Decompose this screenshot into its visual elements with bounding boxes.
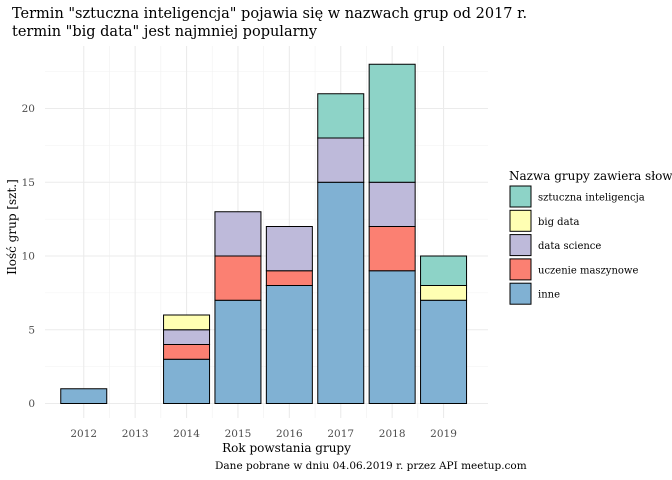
y-tick-label: 20 bbox=[22, 103, 35, 115]
chart-caption: Dane pobrane w dniu 04.06.2019 r. przez … bbox=[215, 460, 527, 472]
bar-segment bbox=[214, 211, 262, 257]
y-tick-label: 0 bbox=[28, 398, 35, 410]
legend-label: inne bbox=[538, 290, 560, 301]
x-tick-label: 2018 bbox=[379, 428, 406, 440]
bar-segment bbox=[163, 314, 211, 331]
legend-key bbox=[509, 185, 532, 208]
chart-title-line-1: Termin "sztuczna inteligencja" pojawia s… bbox=[12, 6, 528, 22]
bar-segment bbox=[214, 299, 262, 404]
bar-segment bbox=[265, 270, 313, 286]
legend-key bbox=[509, 209, 532, 232]
bar-segment bbox=[420, 299, 468, 404]
bar-segment bbox=[368, 63, 416, 183]
legend-key bbox=[509, 234, 532, 257]
bar-segment bbox=[163, 358, 211, 404]
y-tick-label: 10 bbox=[22, 251, 35, 263]
legend-title: Nazwa grupy zawiera słowa: bbox=[509, 169, 672, 183]
chart-title-line-2: termin "big data" jest najmniej popularn… bbox=[12, 24, 318, 40]
x-tick-label: 2012 bbox=[70, 428, 97, 440]
x-tick-label: 2019 bbox=[430, 428, 457, 440]
bar-segment bbox=[265, 226, 313, 272]
bar-segment bbox=[265, 285, 313, 404]
y-tick-label: 5 bbox=[28, 324, 35, 336]
legend-label: big data bbox=[538, 217, 580, 228]
y-tick-label: 15 bbox=[22, 177, 35, 189]
bar-segment bbox=[163, 329, 211, 345]
bar-segment bbox=[420, 285, 468, 301]
x-tick-label: 2015 bbox=[225, 428, 252, 440]
bar-segment bbox=[317, 137, 365, 183]
legend-label: sztuczna inteligencja bbox=[538, 193, 645, 204]
x-tick-label: 2017 bbox=[327, 428, 354, 440]
legend-label: data science bbox=[538, 241, 601, 252]
bar-segment bbox=[368, 181, 416, 227]
bar-segment bbox=[317, 93, 365, 139]
x-tick-label: 2014 bbox=[173, 428, 200, 440]
bar-segment bbox=[317, 181, 365, 404]
legend-label: uczenie maszynowe bbox=[538, 265, 638, 276]
x-tick-label: 2013 bbox=[122, 428, 149, 440]
bar-segment bbox=[163, 344, 211, 360]
bar-segment bbox=[368, 226, 416, 272]
legend-key bbox=[509, 282, 532, 305]
bar-segment bbox=[214, 255, 262, 301]
y-axis-title: Ilość grup [szt.] bbox=[5, 179, 19, 275]
x-axis-title: Rok powstania grupy bbox=[222, 441, 351, 455]
legend-key bbox=[509, 258, 532, 281]
bar-segment bbox=[420, 255, 468, 286]
bar-segment bbox=[368, 270, 416, 404]
x-tick-label: 2016 bbox=[276, 428, 303, 440]
bar-segment bbox=[60, 388, 108, 404]
